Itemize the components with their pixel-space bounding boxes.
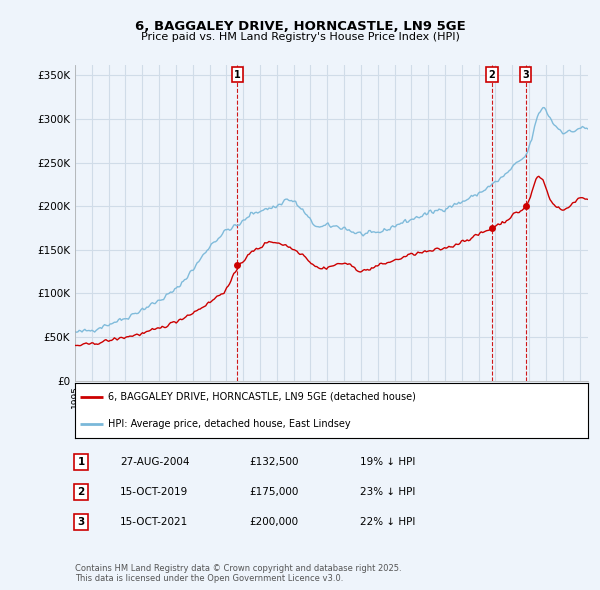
Text: 1: 1: [234, 70, 241, 80]
Text: Contains HM Land Registry data © Crown copyright and database right 2025.
This d: Contains HM Land Registry data © Crown c…: [75, 563, 401, 583]
Text: 23% ↓ HPI: 23% ↓ HPI: [360, 487, 415, 497]
Text: £132,500: £132,500: [249, 457, 299, 467]
Text: 19% ↓ HPI: 19% ↓ HPI: [360, 457, 415, 467]
Text: £200,000: £200,000: [249, 517, 298, 527]
Text: 3: 3: [522, 70, 529, 80]
Text: Price paid vs. HM Land Registry's House Price Index (HPI): Price paid vs. HM Land Registry's House …: [140, 32, 460, 41]
Text: 2: 2: [77, 487, 85, 497]
Text: 6, BAGGALEY DRIVE, HORNCASTLE, LN9 5GE: 6, BAGGALEY DRIVE, HORNCASTLE, LN9 5GE: [134, 20, 466, 33]
Text: 15-OCT-2019: 15-OCT-2019: [120, 487, 188, 497]
Text: 22% ↓ HPI: 22% ↓ HPI: [360, 517, 415, 527]
Text: 27-AUG-2004: 27-AUG-2004: [120, 457, 190, 467]
Text: 6, BAGGALEY DRIVE, HORNCASTLE, LN9 5GE (detached house): 6, BAGGALEY DRIVE, HORNCASTLE, LN9 5GE (…: [109, 392, 416, 402]
Text: 3: 3: [77, 517, 85, 527]
Text: 2: 2: [488, 70, 496, 80]
Text: 1: 1: [77, 457, 85, 467]
Text: 15-OCT-2021: 15-OCT-2021: [120, 517, 188, 527]
Text: £175,000: £175,000: [249, 487, 298, 497]
Text: HPI: Average price, detached house, East Lindsey: HPI: Average price, detached house, East…: [109, 419, 351, 430]
